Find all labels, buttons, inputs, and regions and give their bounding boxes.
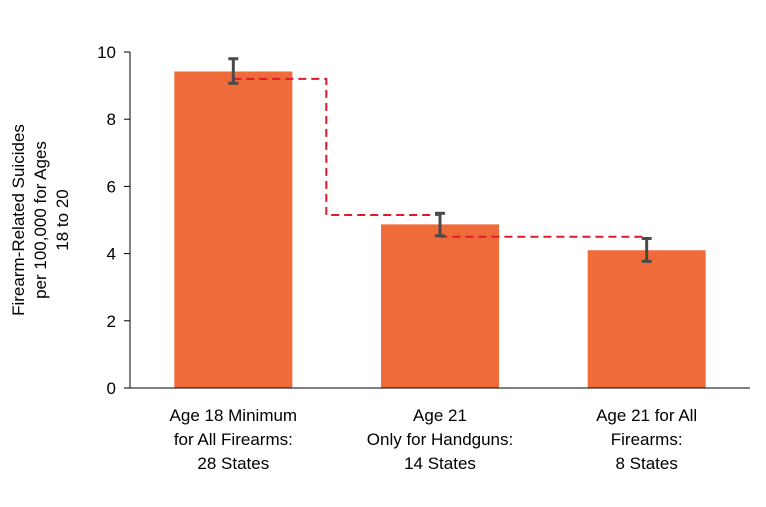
bar — [587, 250, 706, 388]
y-axis-ticks: 0 2 4 6 8 10 — [97, 43, 130, 398]
category-label-line: Firearms: — [611, 430, 683, 449]
category-label: Age 18 Minimum for All Firearms: 28 States — [170, 406, 298, 473]
y-tick-label: 0 — [107, 379, 116, 398]
error-bars — [228, 57, 652, 263]
category-label-line: Age 18 Minimum — [170, 406, 298, 425]
category-label: Age 21 for All Firearms: 8 States — [596, 406, 697, 473]
category-label: Age 21 Only for Handguns: 14 States — [367, 406, 513, 473]
bar — [381, 224, 499, 388]
category-labels: Age 18 Minimum for All Firearms: 28 States… — [170, 406, 698, 473]
category-label-line: 14 States — [404, 454, 476, 473]
category-label-line: for All Firearms: — [174, 430, 293, 449]
y-axis-title-line: Firearm-Related Suicides — [9, 124, 28, 316]
category-label-line: 8 States — [615, 454, 677, 473]
y-tick-label: 8 — [107, 110, 116, 129]
y-axis-title-line: 18 to 20 — [53, 189, 72, 250]
y-axis-title-line: per 100,000 for Ages — [31, 141, 50, 299]
y-tick-label: 6 — [107, 177, 116, 196]
bars — [174, 71, 706, 388]
bar — [174, 71, 293, 388]
category-label-line: Only for Handguns: — [367, 430, 513, 449]
axes — [129, 52, 750, 389]
y-axis-title: Firearm-Related Suicides per 100,000 for … — [9, 124, 72, 316]
y-tick-label: 10 — [97, 43, 116, 62]
y-tick-label: 2 — [107, 312, 116, 331]
y-axis-label: Firearm-Related Suicides per 100,000 for … — [9, 124, 72, 316]
y-tick-label: 4 — [107, 245, 116, 264]
category-label-line: Age 21 for All — [596, 406, 697, 425]
category-label-line: Age 21 — [413, 406, 467, 425]
category-label-line: 28 States — [197, 454, 269, 473]
